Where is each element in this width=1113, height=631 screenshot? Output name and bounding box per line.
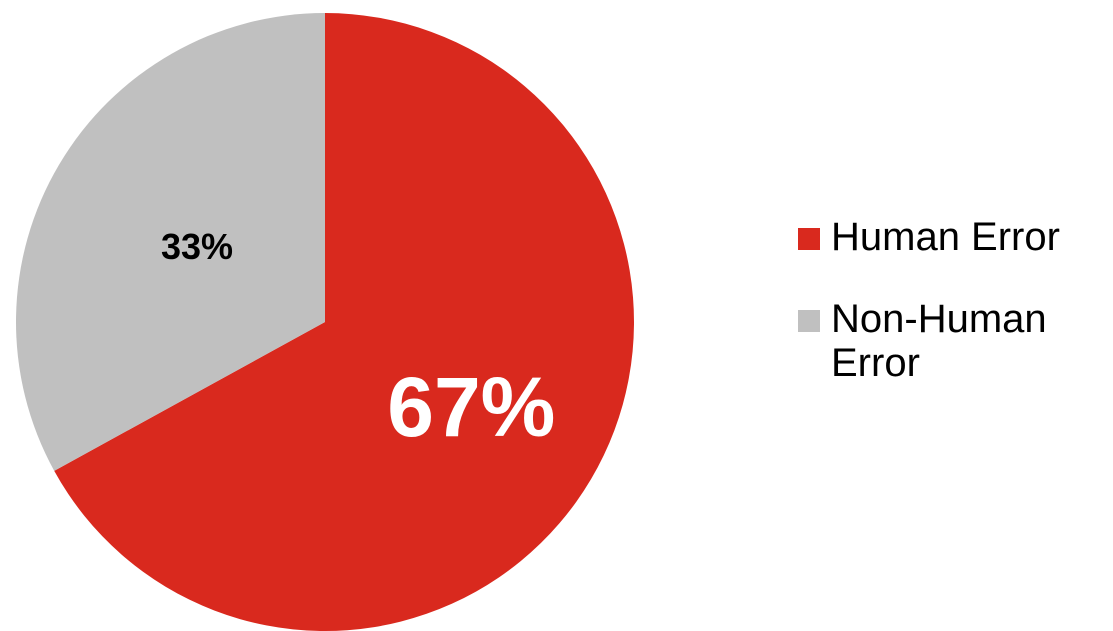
- slices-group: [15, 13, 634, 631]
- legend-item-human-error: Human Error: [795, 215, 1110, 259]
- data-label-human-error: 67%: [387, 360, 555, 454]
- pie-slice-non-human-error: [15, 13, 326, 471]
- legend: Human Error Non-Human Error: [795, 215, 1110, 385]
- legend-label-human-error: Human Error: [831, 215, 1060, 259]
- data-labels-group: 67% 33%: [161, 226, 555, 454]
- legend-label-non-human-error: Non-Human Error: [831, 297, 1047, 385]
- legend-swatch-human-error: [798, 228, 820, 250]
- legend-item-non-human-error: Non-Human Error: [795, 297, 1110, 385]
- legend-swatch-non-human-error: [798, 310, 820, 332]
- data-label-non-human-error: 33%: [161, 226, 233, 267]
- pie-slice-human-error: [54, 13, 634, 631]
